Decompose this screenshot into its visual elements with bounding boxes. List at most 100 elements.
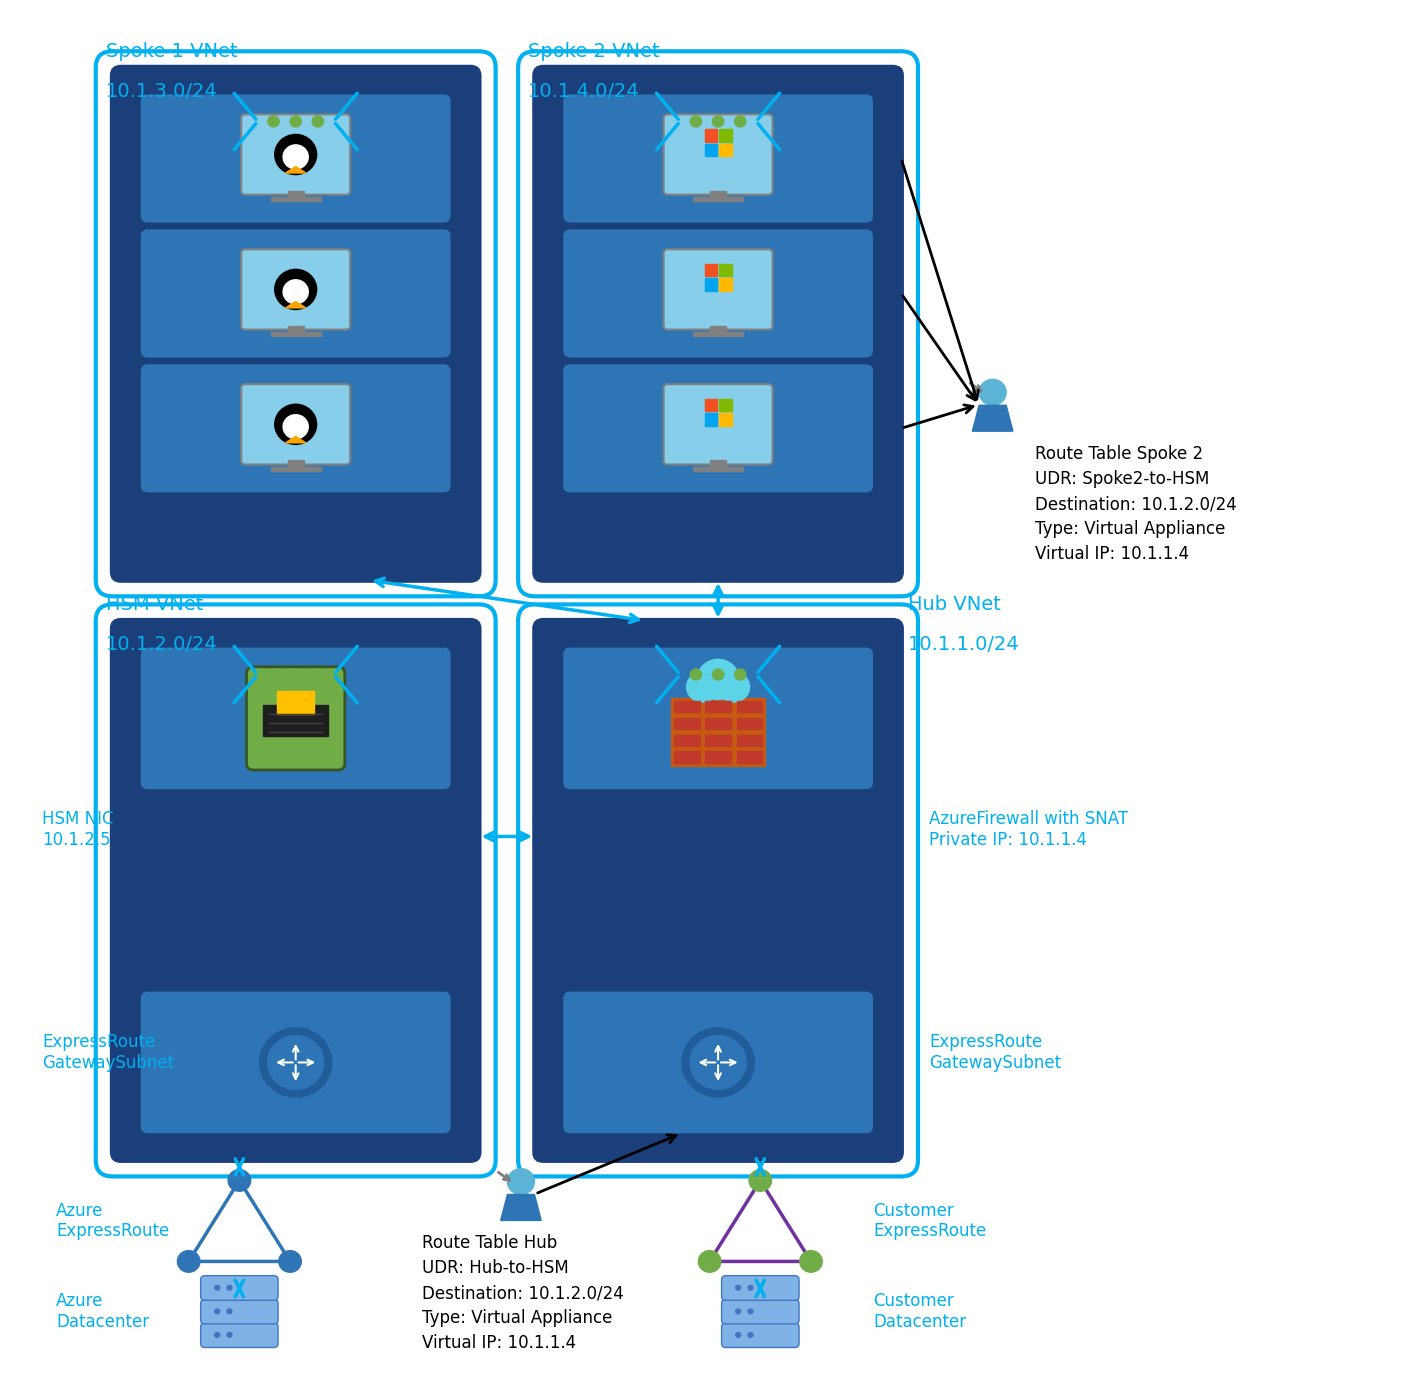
Bar <box>710 460 727 467</box>
FancyBboxPatch shape <box>241 249 351 329</box>
Circle shape <box>177 1250 200 1272</box>
FancyBboxPatch shape <box>241 384 351 464</box>
Circle shape <box>228 1169 251 1191</box>
Circle shape <box>268 669 279 680</box>
FancyBboxPatch shape <box>141 95 451 223</box>
FancyBboxPatch shape <box>110 65 482 582</box>
Circle shape <box>290 116 301 127</box>
Text: 10.1.4.0/24: 10.1.4.0/24 <box>528 83 639 101</box>
Polygon shape <box>286 437 306 443</box>
Bar <box>704 264 717 277</box>
Circle shape <box>290 669 301 680</box>
Text: AzureFirewall with SNAT
Private IP: 10.1.1.4: AzureFirewall with SNAT Private IP: 10.1… <box>929 810 1128 850</box>
FancyBboxPatch shape <box>96 51 496 596</box>
FancyBboxPatch shape <box>663 249 773 329</box>
Bar <box>705 701 731 712</box>
Bar <box>263 705 328 737</box>
FancyBboxPatch shape <box>563 991 873 1133</box>
Bar <box>736 701 762 712</box>
Circle shape <box>748 1285 753 1290</box>
Bar <box>674 717 700 730</box>
Bar <box>705 734 731 746</box>
Circle shape <box>313 116 324 127</box>
Text: Route Table Spoke 2
UDR: Spoke2-to-HSM
Destination: 10.1.2.0/24
Type: Virtual Ap: Route Table Spoke 2 UDR: Spoke2-to-HSM D… <box>1035 445 1236 563</box>
Circle shape <box>227 1333 232 1337</box>
FancyBboxPatch shape <box>141 365 451 493</box>
FancyBboxPatch shape <box>722 1275 800 1300</box>
Bar <box>704 278 717 291</box>
Polygon shape <box>286 167 306 174</box>
FancyBboxPatch shape <box>141 647 451 789</box>
Circle shape <box>690 1036 746 1089</box>
Circle shape <box>227 1310 232 1314</box>
Circle shape <box>735 1333 741 1337</box>
Circle shape <box>979 380 1007 405</box>
Circle shape <box>283 414 308 439</box>
Circle shape <box>697 660 739 700</box>
Circle shape <box>690 116 701 127</box>
Bar <box>674 752 700 763</box>
Bar <box>693 467 743 471</box>
Bar <box>719 399 732 412</box>
Circle shape <box>735 669 746 680</box>
Bar <box>270 467 321 471</box>
FancyBboxPatch shape <box>246 666 345 770</box>
Text: HSM VNet: HSM VNet <box>106 595 203 614</box>
FancyBboxPatch shape <box>663 384 773 464</box>
Circle shape <box>313 669 324 680</box>
Circle shape <box>214 1333 220 1337</box>
Bar <box>674 734 700 746</box>
Bar <box>719 129 732 142</box>
FancyBboxPatch shape <box>110 618 482 1164</box>
Bar <box>704 399 717 412</box>
Text: ExpressRoute
GatewaySubnet: ExpressRoute GatewaySubnet <box>42 1033 175 1071</box>
FancyBboxPatch shape <box>563 95 873 223</box>
Text: Spoke 2 VNet: Spoke 2 VNet <box>528 41 659 61</box>
Circle shape <box>698 1250 721 1272</box>
Bar <box>704 143 717 156</box>
FancyBboxPatch shape <box>241 114 351 194</box>
Circle shape <box>712 116 724 127</box>
Circle shape <box>227 1285 232 1290</box>
Circle shape <box>275 270 317 310</box>
Bar <box>705 717 731 730</box>
FancyBboxPatch shape <box>563 647 873 789</box>
Text: Spoke 1 VNet: Spoke 1 VNet <box>106 41 237 61</box>
Polygon shape <box>501 1194 541 1220</box>
FancyBboxPatch shape <box>563 365 873 493</box>
Circle shape <box>214 1310 220 1314</box>
Text: Azure
Datacenter: Azure Datacenter <box>56 1292 149 1330</box>
FancyBboxPatch shape <box>722 1323 800 1348</box>
Bar <box>270 197 321 201</box>
Circle shape <box>681 1027 755 1097</box>
Circle shape <box>800 1250 822 1272</box>
Bar <box>287 460 304 467</box>
Circle shape <box>690 669 701 680</box>
Bar <box>277 691 314 713</box>
Circle shape <box>275 405 317 445</box>
FancyBboxPatch shape <box>663 114 773 194</box>
Circle shape <box>283 280 308 304</box>
Circle shape <box>268 116 279 127</box>
FancyBboxPatch shape <box>563 230 873 358</box>
Bar <box>710 190 727 197</box>
Bar <box>704 129 717 142</box>
FancyBboxPatch shape <box>141 991 451 1133</box>
FancyBboxPatch shape <box>201 1300 279 1323</box>
Polygon shape <box>286 302 306 308</box>
Circle shape <box>214 1285 220 1290</box>
Circle shape <box>735 116 746 127</box>
FancyBboxPatch shape <box>96 605 496 1176</box>
Bar <box>287 325 304 332</box>
FancyBboxPatch shape <box>532 65 904 582</box>
Text: Customer
ExpressRoute: Customer ExpressRoute <box>873 1202 986 1241</box>
Circle shape <box>259 1027 332 1097</box>
Bar <box>270 332 321 336</box>
Circle shape <box>687 672 718 702</box>
Bar <box>710 325 727 332</box>
Circle shape <box>749 1169 772 1191</box>
FancyBboxPatch shape <box>201 1275 279 1300</box>
Bar <box>736 717 762 730</box>
FancyBboxPatch shape <box>518 51 918 596</box>
Bar <box>736 752 762 763</box>
